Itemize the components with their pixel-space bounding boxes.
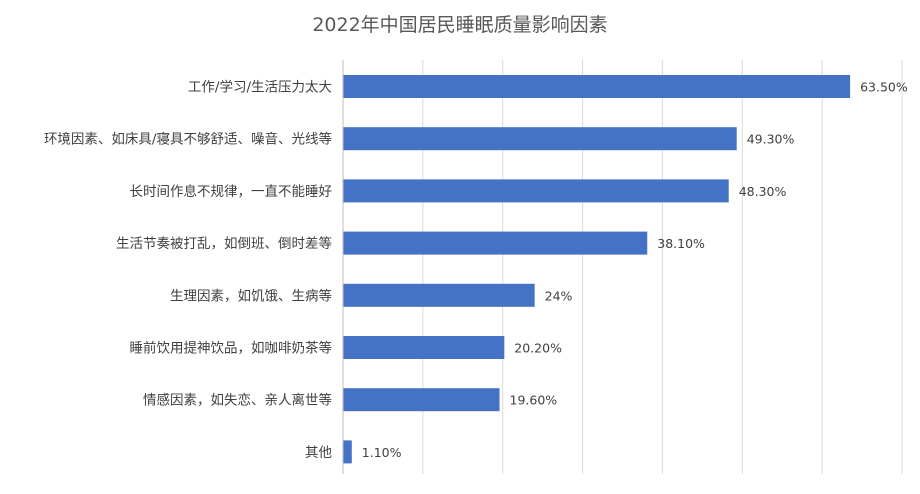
bar bbox=[343, 179, 729, 203]
bars bbox=[343, 75, 851, 464]
category-label: 环境因素、如床具/寝具不够舒适、噪音、光线等 bbox=[44, 131, 332, 148]
data-label: 19.60% bbox=[510, 393, 558, 408]
category-label: 情感因素，如失恋、亲人离世等 bbox=[143, 392, 332, 409]
data-label: 24% bbox=[545, 288, 573, 303]
category-label: 其他 bbox=[305, 445, 332, 461]
data-label: 1.10% bbox=[362, 445, 402, 460]
category-label: 长时间作息不规律，一直不能睡好 bbox=[130, 183, 333, 200]
data-label: 48.30% bbox=[739, 184, 787, 199]
bar bbox=[343, 231, 648, 255]
category-label: 生理因素，如饥饿、生病等 bbox=[170, 287, 332, 304]
bar bbox=[343, 75, 851, 98]
category-labels: 工作/学习/生活压力太大环境因素、如床具/寝具不够舒适、噪音、光线等长时间作息不… bbox=[44, 80, 332, 461]
value-labels: 63.50% 49.30% 48.30% 38.10% 24% 20.20% 19.60% 1… bbox=[362, 80, 908, 460]
bar bbox=[343, 127, 737, 151]
data-label: 38.10% bbox=[657, 236, 705, 251]
data-label: 49.30% bbox=[747, 132, 795, 147]
bar bbox=[343, 336, 505, 359]
bar bbox=[343, 283, 535, 307]
data-label: 63.50% bbox=[860, 80, 908, 95]
category-label: 睡前饮用提神饮品，如咖啡奶茶等 bbox=[130, 340, 333, 357]
category-label: 生活节奏被打乱，如倒班、倒时差等 bbox=[116, 235, 332, 252]
bar bbox=[343, 388, 500, 412]
data-label: 20.20% bbox=[514, 341, 562, 356]
bar bbox=[343, 440, 352, 464]
category-label: 工作/学习/生活压力太大 bbox=[188, 80, 332, 96]
chart-title: 2022年中国居民睡眠质量影响因素 bbox=[312, 14, 607, 36]
gridlines bbox=[422, 60, 903, 474]
